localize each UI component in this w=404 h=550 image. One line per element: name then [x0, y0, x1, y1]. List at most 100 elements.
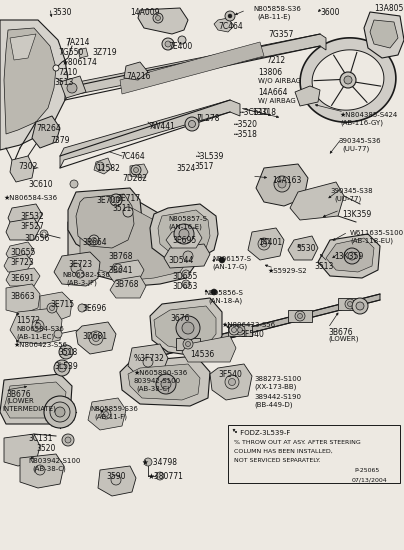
- Text: 3F540: 3F540: [218, 370, 242, 379]
- Polygon shape: [65, 34, 326, 100]
- Circle shape: [189, 120, 196, 128]
- Polygon shape: [4, 254, 32, 272]
- Polygon shape: [4, 28, 56, 134]
- Text: INTERMEDIATE): INTERMEDIATE): [2, 406, 56, 412]
- Circle shape: [133, 168, 139, 173]
- Circle shape: [179, 229, 189, 239]
- Text: N805859-S36: N805859-S36: [90, 406, 138, 412]
- Text: 3B768: 3B768: [114, 280, 139, 289]
- Polygon shape: [98, 466, 136, 496]
- Circle shape: [35, 465, 45, 475]
- Text: • FODZ-3L539-F: • FODZ-3L539-F: [234, 430, 290, 436]
- Text: 3530: 3530: [52, 8, 72, 17]
- Polygon shape: [214, 18, 234, 32]
- Text: 7E400: 7E400: [168, 42, 192, 51]
- Text: 7G357: 7G357: [268, 30, 293, 39]
- Circle shape: [156, 374, 176, 394]
- Polygon shape: [130, 164, 148, 178]
- Text: 3E691: 3E691: [10, 274, 34, 283]
- Circle shape: [42, 232, 46, 236]
- Text: (AB-3-JF): (AB-3-JF): [66, 280, 97, 287]
- Text: 3517: 3517: [194, 162, 213, 171]
- Text: 7A216: 7A216: [126, 72, 151, 81]
- Text: 3E695: 3E695: [172, 236, 196, 245]
- Text: 7210: 7210: [58, 68, 77, 77]
- Text: 3D544: 3D544: [168, 256, 194, 265]
- Polygon shape: [68, 200, 196, 286]
- Text: %3F732: %3F732: [134, 354, 165, 363]
- Polygon shape: [88, 398, 126, 430]
- Circle shape: [165, 41, 171, 47]
- Text: W611635-S100: W611635-S100: [350, 230, 404, 236]
- Circle shape: [76, 270, 84, 278]
- Text: (LOWER: (LOWER: [6, 398, 34, 404]
- Polygon shape: [10, 308, 62, 344]
- Text: (AB-118-EU): (AB-118-EU): [350, 238, 393, 245]
- Circle shape: [182, 322, 194, 334]
- Polygon shape: [0, 374, 72, 424]
- Circle shape: [182, 270, 190, 278]
- Text: 14A009: 14A009: [130, 8, 160, 17]
- Circle shape: [101, 409, 111, 419]
- Circle shape: [340, 72, 356, 88]
- Circle shape: [229, 378, 236, 386]
- Text: 13K359: 13K359: [342, 210, 371, 219]
- Polygon shape: [364, 12, 404, 58]
- Circle shape: [162, 38, 174, 50]
- Circle shape: [153, 13, 163, 23]
- Polygon shape: [8, 204, 42, 226]
- Polygon shape: [370, 20, 398, 48]
- Polygon shape: [166, 228, 202, 248]
- Text: 3600: 3600: [320, 8, 339, 17]
- Text: ★N806423-S56: ★N806423-S56: [14, 342, 68, 348]
- Circle shape: [114, 264, 122, 272]
- Circle shape: [55, 407, 65, 417]
- Polygon shape: [76, 322, 116, 354]
- Circle shape: [176, 316, 200, 340]
- Text: 11572: 11572: [16, 316, 40, 325]
- Text: 3Z719: 3Z719: [92, 48, 117, 57]
- Text: W/ AIRBAG: W/ AIRBAG: [258, 98, 296, 104]
- Polygon shape: [176, 338, 200, 350]
- Bar: [228, 425, 400, 483]
- Text: COLUMN HAS BEEN INSTALLED,: COLUMN HAS BEEN INSTALLED,: [234, 449, 333, 454]
- Polygon shape: [312, 50, 384, 110]
- Text: 07/13/2004: 07/13/2004: [352, 477, 388, 482]
- Text: 3E696: 3E696: [82, 304, 106, 313]
- Text: P-25065: P-25065: [354, 468, 379, 473]
- Circle shape: [144, 458, 152, 466]
- Text: N805858-S36: N805858-S36: [253, 6, 301, 12]
- Text: 3D655: 3D655: [172, 272, 198, 281]
- Circle shape: [344, 248, 360, 264]
- Text: 3B676: 3B676: [328, 328, 353, 337]
- Text: 7G550: 7G550: [58, 48, 83, 57]
- Circle shape: [47, 303, 57, 313]
- Text: ★N804385-S424: ★N804385-S424: [340, 112, 398, 118]
- Text: 803942-S100: 803942-S100: [134, 378, 181, 384]
- Polygon shape: [248, 228, 284, 260]
- Polygon shape: [120, 42, 264, 94]
- Polygon shape: [256, 164, 308, 206]
- Circle shape: [50, 402, 70, 422]
- Text: 3E700: 3E700: [96, 196, 120, 205]
- Text: (BB-449-D): (BB-449-D): [254, 402, 292, 409]
- Circle shape: [356, 302, 364, 310]
- Circle shape: [40, 230, 48, 238]
- Text: 3E715: 3E715: [50, 300, 74, 309]
- Text: ★N605890-S36: ★N605890-S36: [134, 370, 188, 376]
- Circle shape: [58, 364, 66, 372]
- Circle shape: [238, 327, 242, 333]
- Text: (AN-18-A): (AN-18-A): [208, 298, 242, 305]
- Circle shape: [62, 434, 74, 446]
- Text: 3F723: 3F723: [10, 258, 34, 267]
- Text: ★380771: ★380771: [148, 472, 184, 481]
- Polygon shape: [164, 244, 210, 268]
- Circle shape: [131, 165, 141, 175]
- Polygon shape: [108, 260, 144, 282]
- Text: 3676: 3676: [170, 314, 189, 323]
- Text: ┅3L539: ┅3L539: [196, 152, 224, 161]
- Text: 14A163: 14A163: [272, 176, 301, 185]
- Polygon shape: [68, 188, 142, 254]
- Text: 3D653: 3D653: [172, 282, 198, 291]
- Text: 3D655: 3D655: [10, 248, 36, 257]
